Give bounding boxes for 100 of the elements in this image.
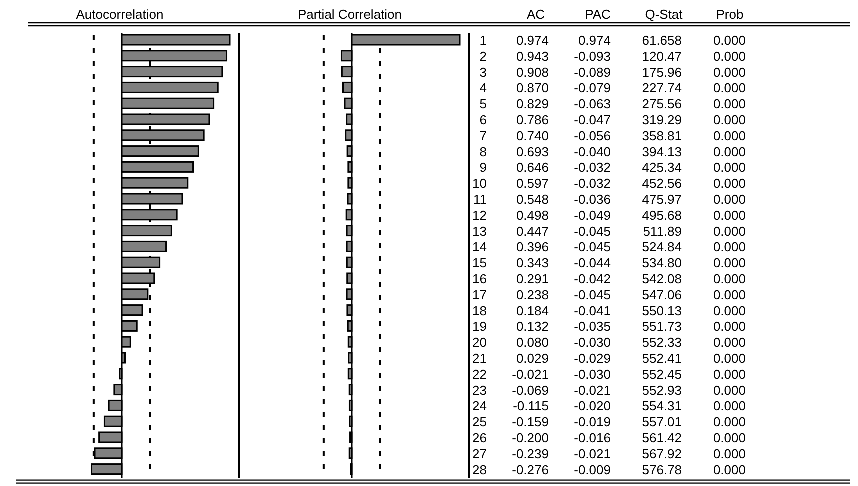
data-label: -0.032	[574, 160, 611, 176]
data-label: 524.84	[642, 240, 682, 255]
data-label: 0.000	[713, 80, 746, 96]
data-label: 0.000	[713, 303, 746, 318]
text: Prob	[716, 7, 744, 22]
data-label: -0.115	[513, 398, 549, 414]
y-tick-label: 28	[472, 462, 487, 478]
data-label: 61.658	[642, 33, 682, 48]
data-label: 511.89	[643, 224, 682, 239]
data-label: -0.045	[574, 224, 611, 239]
y-tick-label: 2	[480, 48, 487, 64]
data-label: -0.030	[574, 335, 611, 350]
data-label: 175.96	[642, 64, 682, 80]
data-label: 0.000	[713, 176, 746, 192]
data-label: 0.498	[516, 208, 549, 223]
data-label: 551.73	[642, 319, 682, 334]
data-label: 0.080	[516, 335, 549, 350]
data-label: -0.239	[512, 446, 549, 462]
data-label: 557.01	[642, 414, 682, 430]
data-label: 0.000	[713, 319, 746, 334]
y-tick-label: 23	[472, 382, 487, 398]
data-label: 552.33	[642, 335, 682, 350]
data-label: 0.000	[713, 335, 746, 350]
y-tick-label: 26	[472, 430, 487, 446]
data-label: -0.093	[574, 48, 611, 64]
data-label: 0.000	[713, 144, 746, 160]
data-label: 0.000	[713, 462, 746, 478]
data-label: -0.063	[574, 96, 611, 112]
data-label: -0.276	[512, 462, 549, 478]
y-tick-label: 17	[472, 287, 487, 302]
y-tick-label: 3	[480, 64, 487, 80]
data-label: 0.184	[516, 303, 549, 318]
data-label: 0.000	[713, 64, 746, 80]
data-label: 0.000	[713, 48, 746, 64]
y-tick-label: 6	[480, 112, 487, 128]
data-label: -0.041	[574, 303, 611, 318]
data-label: 0.238	[516, 287, 549, 302]
chart-title: Autocorrelation	[76, 7, 164, 22]
data-label: 0.740	[516, 128, 549, 144]
y-tick-label: 20	[472, 335, 487, 350]
data-label: -0.045	[574, 240, 611, 255]
y-tick-label: 14	[472, 240, 487, 255]
data-label: 0.943	[516, 48, 549, 64]
data-label: 0.343	[516, 256, 549, 271]
text: Q-Stat	[645, 7, 684, 22]
data-label: 552.41	[642, 351, 682, 366]
data-label: -0.079	[574, 80, 611, 96]
data-label: 554.31	[642, 398, 682, 414]
text: AC	[526, 7, 546, 22]
data-label: -0.019	[574, 414, 611, 430]
data-label: 394.13	[642, 144, 682, 160]
data-label: 0.548	[516, 192, 549, 207]
data-label: -0.035	[574, 319, 611, 334]
data-label: 0.974	[578, 33, 611, 48]
data-label: -0.200	[512, 430, 549, 446]
data-label: 0.000	[713, 160, 746, 176]
data-label: 0.000	[713, 430, 746, 446]
y-tick-label: 7	[480, 128, 487, 144]
data-label: -0.021	[512, 366, 549, 382]
data-label: 319.29	[642, 112, 682, 128]
data-label: 0.786	[516, 112, 549, 128]
data-label: 0.000	[713, 208, 746, 223]
data-label: 0.870	[516, 80, 549, 96]
data-label: 0.000	[713, 382, 746, 398]
data-label: 0.597	[516, 176, 549, 192]
data-label: 576.78	[642, 462, 682, 478]
data-label: 0.447	[516, 224, 549, 239]
y-tick-label: 24	[472, 398, 487, 414]
data-label: 0.000	[713, 112, 746, 128]
data-label: 275.56	[642, 96, 682, 112]
data-label: -0.047	[574, 112, 611, 128]
data-label: 0.000	[713, 272, 746, 286]
y-tick-label: 16	[472, 272, 487, 286]
data-label: 475.97	[642, 192, 682, 207]
text: PAC	[585, 7, 611, 22]
data-label: -0.042	[574, 272, 611, 286]
data-label: 552.93	[642, 382, 682, 398]
data-label: -0.044	[574, 256, 611, 271]
data-label: 0.000	[713, 128, 746, 144]
data-label: 0.646	[516, 160, 549, 176]
data-label: 0.132	[516, 319, 549, 334]
data-label: -0.056	[574, 128, 611, 144]
y-tick-label: 13	[472, 224, 487, 239]
data-label: 0.000	[713, 256, 746, 271]
data-label: -0.045	[574, 287, 611, 302]
data-label: 542.08	[642, 272, 682, 286]
data-label: 561.42	[642, 430, 682, 446]
data-label: 495.68	[642, 208, 682, 223]
y-tick-label: 25	[472, 414, 487, 430]
y-tick-label: 1	[480, 33, 487, 48]
data-label: 0.000	[713, 351, 746, 366]
data-label: 0.000	[713, 398, 746, 414]
y-tick-label: 5	[480, 96, 487, 112]
data-label: 0.029	[516, 351, 549, 366]
data-label: 425.34	[642, 160, 682, 176]
data-label: 0.000	[713, 192, 746, 207]
y-tick-label: 9	[480, 160, 487, 176]
data-label: -0.016	[574, 430, 611, 446]
y-tick-label: 11	[474, 192, 487, 207]
data-label: -0.089	[574, 64, 611, 80]
